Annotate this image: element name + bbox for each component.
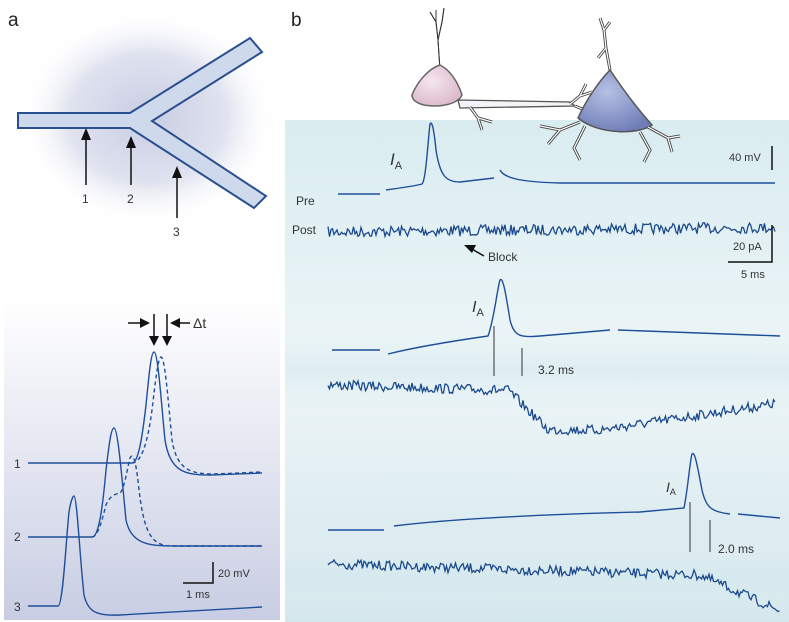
pre-label: Pre — [296, 194, 315, 208]
scale-bar-b: 40 mV 20 pA 5 ms — [728, 146, 773, 281]
arrow-label-1: 1 — [82, 192, 89, 206]
latency-label-2: 2.0 ms — [718, 542, 754, 556]
recording-arrow-3 — [172, 166, 182, 218]
arrow-label-3: 3 — [173, 225, 180, 239]
scale-bar-a-voltage: 20 mV — [218, 568, 250, 580]
recording-arrow-2 — [126, 136, 136, 185]
panel-b-letter: b — [291, 10, 302, 31]
trace-label-1: 1 — [14, 457, 21, 471]
delta-t-marker: Δt — [128, 314, 206, 346]
post-label: Post — [292, 223, 317, 237]
ia-label-3: IA — [666, 479, 676, 497]
postsynaptic-neuron — [539, 17, 681, 163]
pre-trace-3 — [328, 452, 781, 531]
trace-label-2: 2 — [14, 530, 21, 544]
recording-3-2ms: 3.2 ms IA — [327, 278, 781, 436]
scale-bar-a-time: 1 ms — [186, 589, 210, 601]
scale-bar-a: 20 mV 1 ms — [183, 562, 250, 601]
latency-label-1: 3.2 ms — [538, 363, 574, 377]
pre-trace-2 — [332, 278, 781, 355]
scale-bar-b-time: 5 ms — [741, 269, 765, 281]
recording-arrow-1 — [81, 128, 91, 185]
post-trace-2 — [327, 378, 776, 436]
action-potential-traces: 1 2 3 Δt 20 mV 1 ms — [4, 300, 280, 620]
branching-axon — [17, 36, 268, 210]
post-trace-1 — [327, 221, 776, 239]
trace-1-solid — [28, 351, 263, 476]
trace-2-dashed — [91, 455, 262, 547]
block-label: Block — [488, 250, 518, 264]
delta-t-label: Δt — [193, 315, 206, 331]
scale-bar-b-voltage: 40 mV — [729, 152, 761, 164]
panel-a: a 1 2 3 — [4, 10, 280, 620]
scale-bar-b-current: 20 pA — [733, 241, 762, 253]
ia-label-1: IA — [390, 150, 403, 172]
presynaptic-neuron — [411, 7, 601, 131]
block-arrow: Block — [464, 245, 518, 264]
trace-label-3: 3 — [14, 600, 21, 614]
control-recording: Pre Post IA Block 40 mV 20 pA 5 ms — [292, 122, 776, 281]
trace-2-solid — [28, 427, 262, 547]
ia-label-2: IA — [472, 299, 484, 319]
trace-1-dashed — [131, 356, 263, 475]
trace-3 — [28, 495, 263, 616]
recording-2-0ms: 2.0 ms IA — [327, 452, 781, 613]
arrow-label-2: 2 — [127, 192, 134, 206]
traces-background — [4, 300, 280, 620]
pre-trace-1 — [338, 122, 775, 195]
panel-a-letter: a — [8, 10, 19, 31]
axon-diagram: 1 2 3 — [17, 10, 278, 239]
panel-b: b Pre Post — [285, 7, 789, 622]
post-trace-3 — [327, 558, 780, 613]
